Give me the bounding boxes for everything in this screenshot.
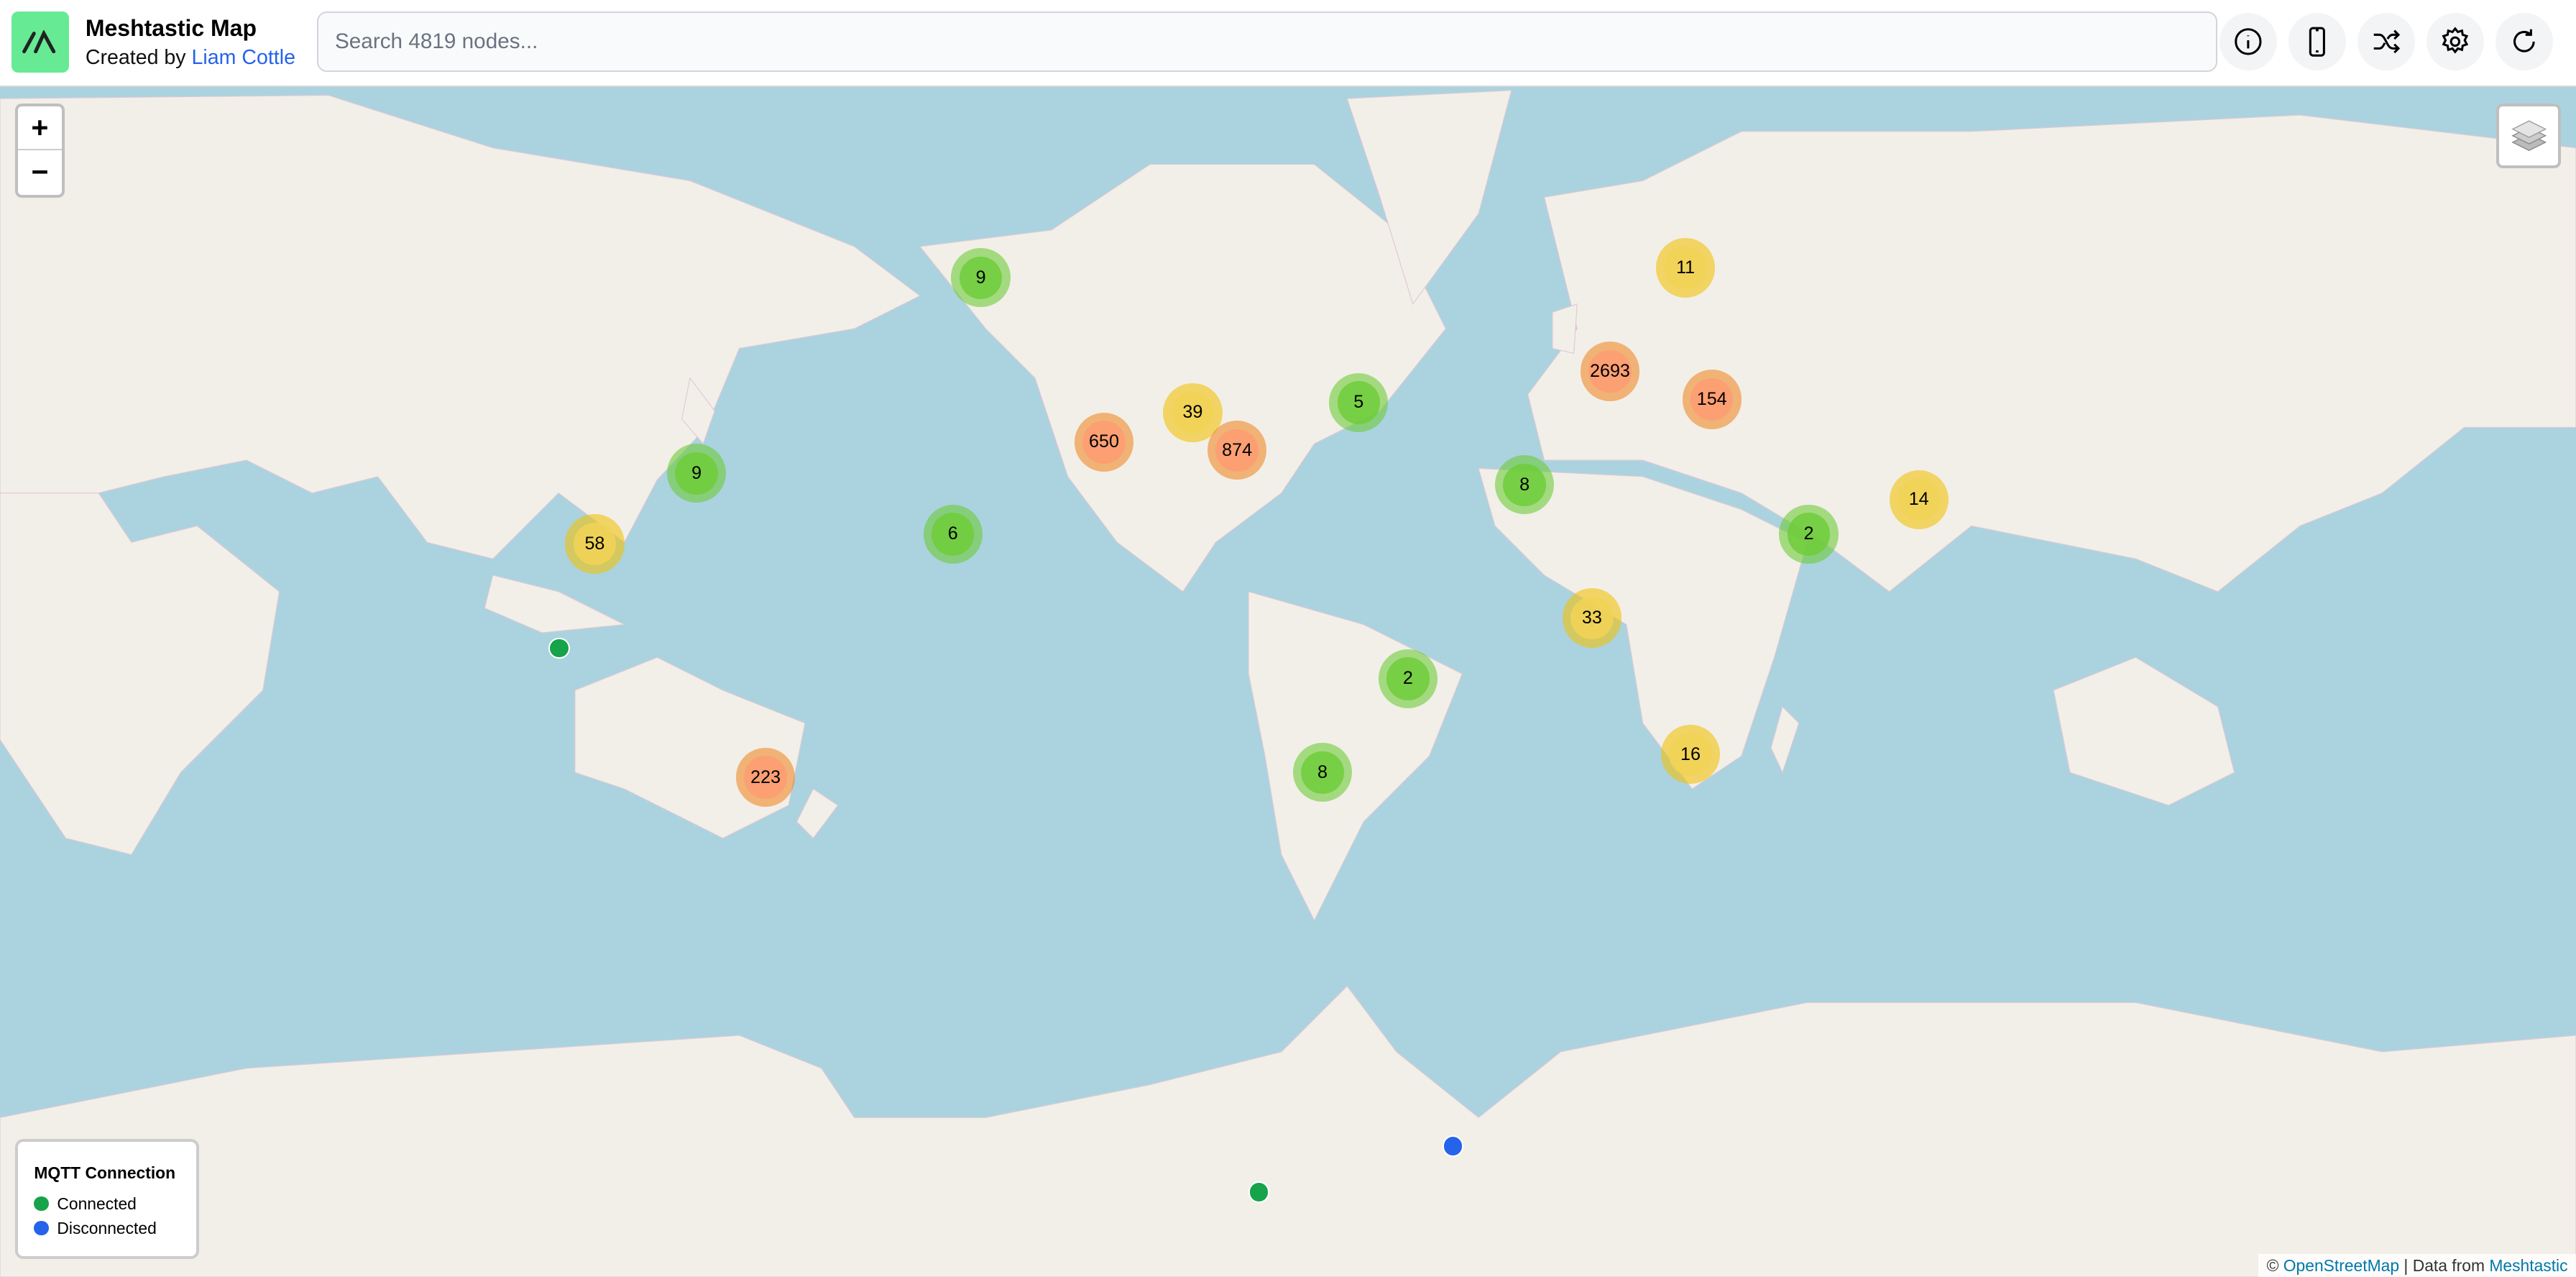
app-header: Meshtastic Map Created by Liam Cottle (0, 0, 2576, 87)
node-marker-connected[interactable] (1248, 1181, 1270, 1203)
openstreetmap-link[interactable]: OpenStreetMap (2283, 1255, 2400, 1275)
gear-icon (2442, 27, 2469, 54)
node-marker-connected[interactable] (548, 637, 570, 659)
meshtastic-link[interactable]: Meshtastic (2489, 1255, 2568, 1275)
connected-dot-icon (34, 1196, 49, 1212)
phone-icon (2309, 27, 2326, 57)
refresh-icon (2513, 29, 2535, 53)
app-title: Meshtastic Map (85, 14, 257, 41)
legend-item-connected: Connected (34, 1194, 196, 1214)
node-cluster[interactable]: 2693 (1580, 342, 1640, 401)
node-cluster[interactable]: 9 (951, 248, 1011, 308)
node-marker-disconnected[interactable] (1442, 1135, 1463, 1157)
legend-title: MQTT Connection (34, 1163, 176, 1182)
node-cluster[interactable]: 9 (666, 444, 727, 503)
zoom-in-button[interactable]: + (17, 106, 63, 151)
map-attribution: © OpenStreetMap | Data from Meshtastic (2258, 1254, 2576, 1277)
map-tiles (0, 90, 2576, 1277)
node-cluster[interactable]: 16 (1660, 724, 1721, 784)
refresh-button[interactable] (2495, 13, 2553, 71)
created-by-label: Created by (85, 46, 186, 70)
node-cluster[interactable]: 2 (1378, 649, 1438, 709)
info-icon (2235, 28, 2262, 55)
author-link[interactable]: Liam Cottle (191, 46, 295, 70)
shuffle-button[interactable] (2357, 13, 2415, 71)
layers-icon (2511, 120, 2547, 152)
node-cluster[interactable]: 33 (1562, 588, 1622, 648)
disconnected-dot-icon (34, 1220, 49, 1236)
node-cluster[interactable]: 8 (1494, 455, 1555, 515)
zoom-control: + − (14, 103, 65, 198)
mqtt-legend: MQTT Connection Connected Disconnected (14, 1138, 199, 1259)
node-cluster[interactable]: 14 (1889, 470, 1949, 529)
node-cluster[interactable]: 650 (1074, 412, 1134, 472)
node-cluster[interactable]: 154 (1682, 370, 1742, 429)
info-button[interactable] (2219, 13, 2277, 71)
node-cluster[interactable]: 223 (735, 747, 796, 807)
legend-item-disconnected: Disconnected (34, 1219, 196, 1238)
shuffle-icon (2373, 29, 2401, 54)
settings-button[interactable] (2426, 13, 2484, 71)
layers-button[interactable] (2496, 103, 2562, 169)
search-input[interactable] (317, 11, 2218, 72)
node-cluster[interactable]: 874 (1207, 421, 1267, 480)
node-cluster[interactable]: 5 (1329, 372, 1389, 433)
node-cluster[interactable]: 6 (923, 504, 983, 564)
world-map[interactable]: + − 9 11 2693 154 5 39 650 874 9 8 14 58… (0, 87, 2576, 1277)
node-cluster[interactable]: 8 (1292, 743, 1353, 802)
node-cluster[interactable]: 2 (1779, 504, 1839, 564)
meshtastic-logo[interactable] (11, 11, 69, 73)
zoom-out-button[interactable]: − (31, 155, 49, 188)
node-cluster[interactable]: 11 (1655, 238, 1716, 298)
node-cluster[interactable]: 58 (565, 514, 625, 574)
device-button[interactable] (2288, 13, 2346, 71)
